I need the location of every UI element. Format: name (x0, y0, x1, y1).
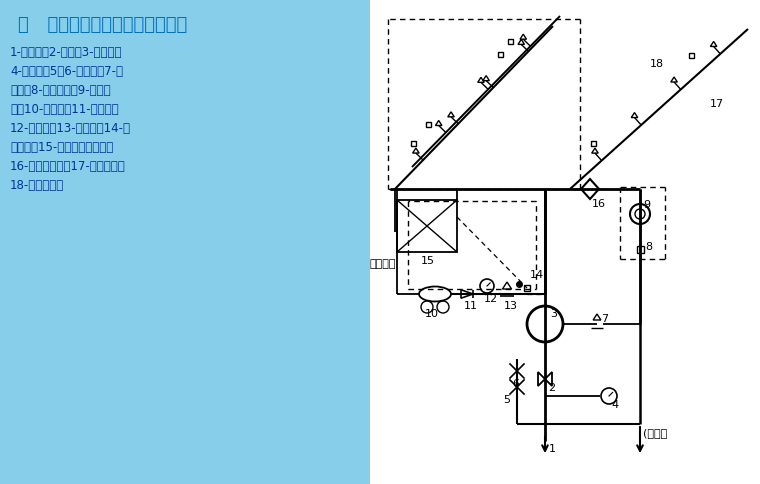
Text: 15: 15 (421, 256, 435, 266)
Polygon shape (0, 0, 370, 484)
Text: 信号输出: 信号输出 (370, 259, 397, 269)
Text: 2: 2 (548, 383, 555, 393)
Text: 12: 12 (484, 294, 498, 304)
Text: 5: 5 (503, 395, 510, 405)
Text: 9: 9 (643, 200, 650, 210)
Text: 11: 11 (464, 301, 478, 311)
Text: 1-供水管；2-闸阀；3-干式阀；
4-压力表；5、6-截止阀；7-过
滤器；8-压力开关；9-水力警
颓；10-空压机；11-止回阀；
12-压力表；13-安: 1-供水管；2-闸阀；3-干式阀； 4-压力表；5、6-截止阀；7-过 滤器；8… (10, 46, 131, 192)
Text: (接水笱: (接水笱 (643, 428, 667, 438)
Text: 10: 10 (425, 309, 439, 319)
Text: 17: 17 (710, 99, 724, 109)
Text: 3: 3 (550, 309, 557, 319)
Text: 18: 18 (650, 59, 664, 69)
Text: 14: 14 (530, 270, 544, 280)
Bar (397, 200, 457, 252)
Text: 7: 7 (601, 314, 608, 324)
Text: 4: 4 (611, 400, 618, 410)
Text: 13: 13 (504, 301, 518, 311)
Text: 1: 1 (549, 444, 556, 454)
Text: 8: 8 (645, 242, 652, 252)
Text: 16: 16 (592, 199, 606, 209)
Text: 6: 6 (512, 379, 519, 389)
Text: 图   干式自动噴水灭火系统示意图: 图 干式自动噴水灭火系统示意图 (18, 16, 187, 34)
